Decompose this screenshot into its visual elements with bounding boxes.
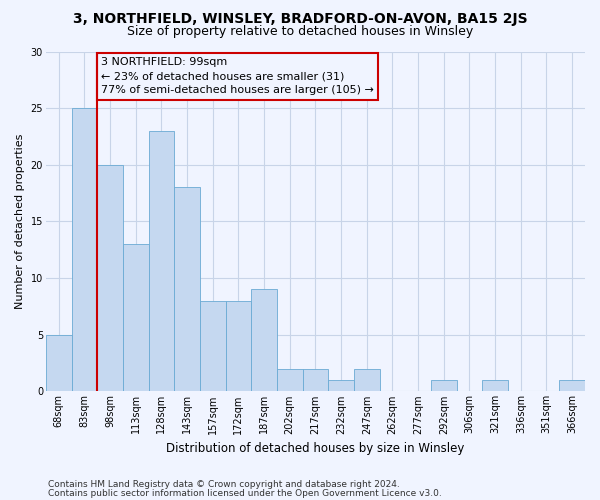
Text: 3, NORTHFIELD, WINSLEY, BRADFORD-ON-AVON, BA15 2JS: 3, NORTHFIELD, WINSLEY, BRADFORD-ON-AVON… [73, 12, 527, 26]
X-axis label: Distribution of detached houses by size in Winsley: Distribution of detached houses by size … [166, 442, 464, 455]
Bar [97, 165, 123, 392]
Bar [174, 188, 200, 392]
Bar [354, 368, 380, 392]
Bar [559, 380, 585, 392]
Bar [149, 131, 174, 392]
Bar [251, 290, 277, 392]
Bar [46, 334, 71, 392]
Text: Contains HM Land Registry data © Crown copyright and database right 2024.: Contains HM Land Registry data © Crown c… [48, 480, 400, 489]
Text: Size of property relative to detached houses in Winsley: Size of property relative to detached ho… [127, 25, 473, 38]
Bar [302, 368, 328, 392]
Bar [200, 301, 226, 392]
Bar [328, 380, 354, 392]
Bar [431, 380, 457, 392]
Y-axis label: Number of detached properties: Number of detached properties [15, 134, 25, 309]
Bar [123, 244, 149, 392]
Text: 3 NORTHFIELD: 99sqm
← 23% of detached houses are smaller (31)
77% of semi-detach: 3 NORTHFIELD: 99sqm ← 23% of detached ho… [101, 57, 374, 95]
Bar [277, 368, 302, 392]
Bar [226, 301, 251, 392]
Bar [71, 108, 97, 392]
Bar [482, 380, 508, 392]
Text: Contains public sector information licensed under the Open Government Licence v3: Contains public sector information licen… [48, 488, 442, 498]
